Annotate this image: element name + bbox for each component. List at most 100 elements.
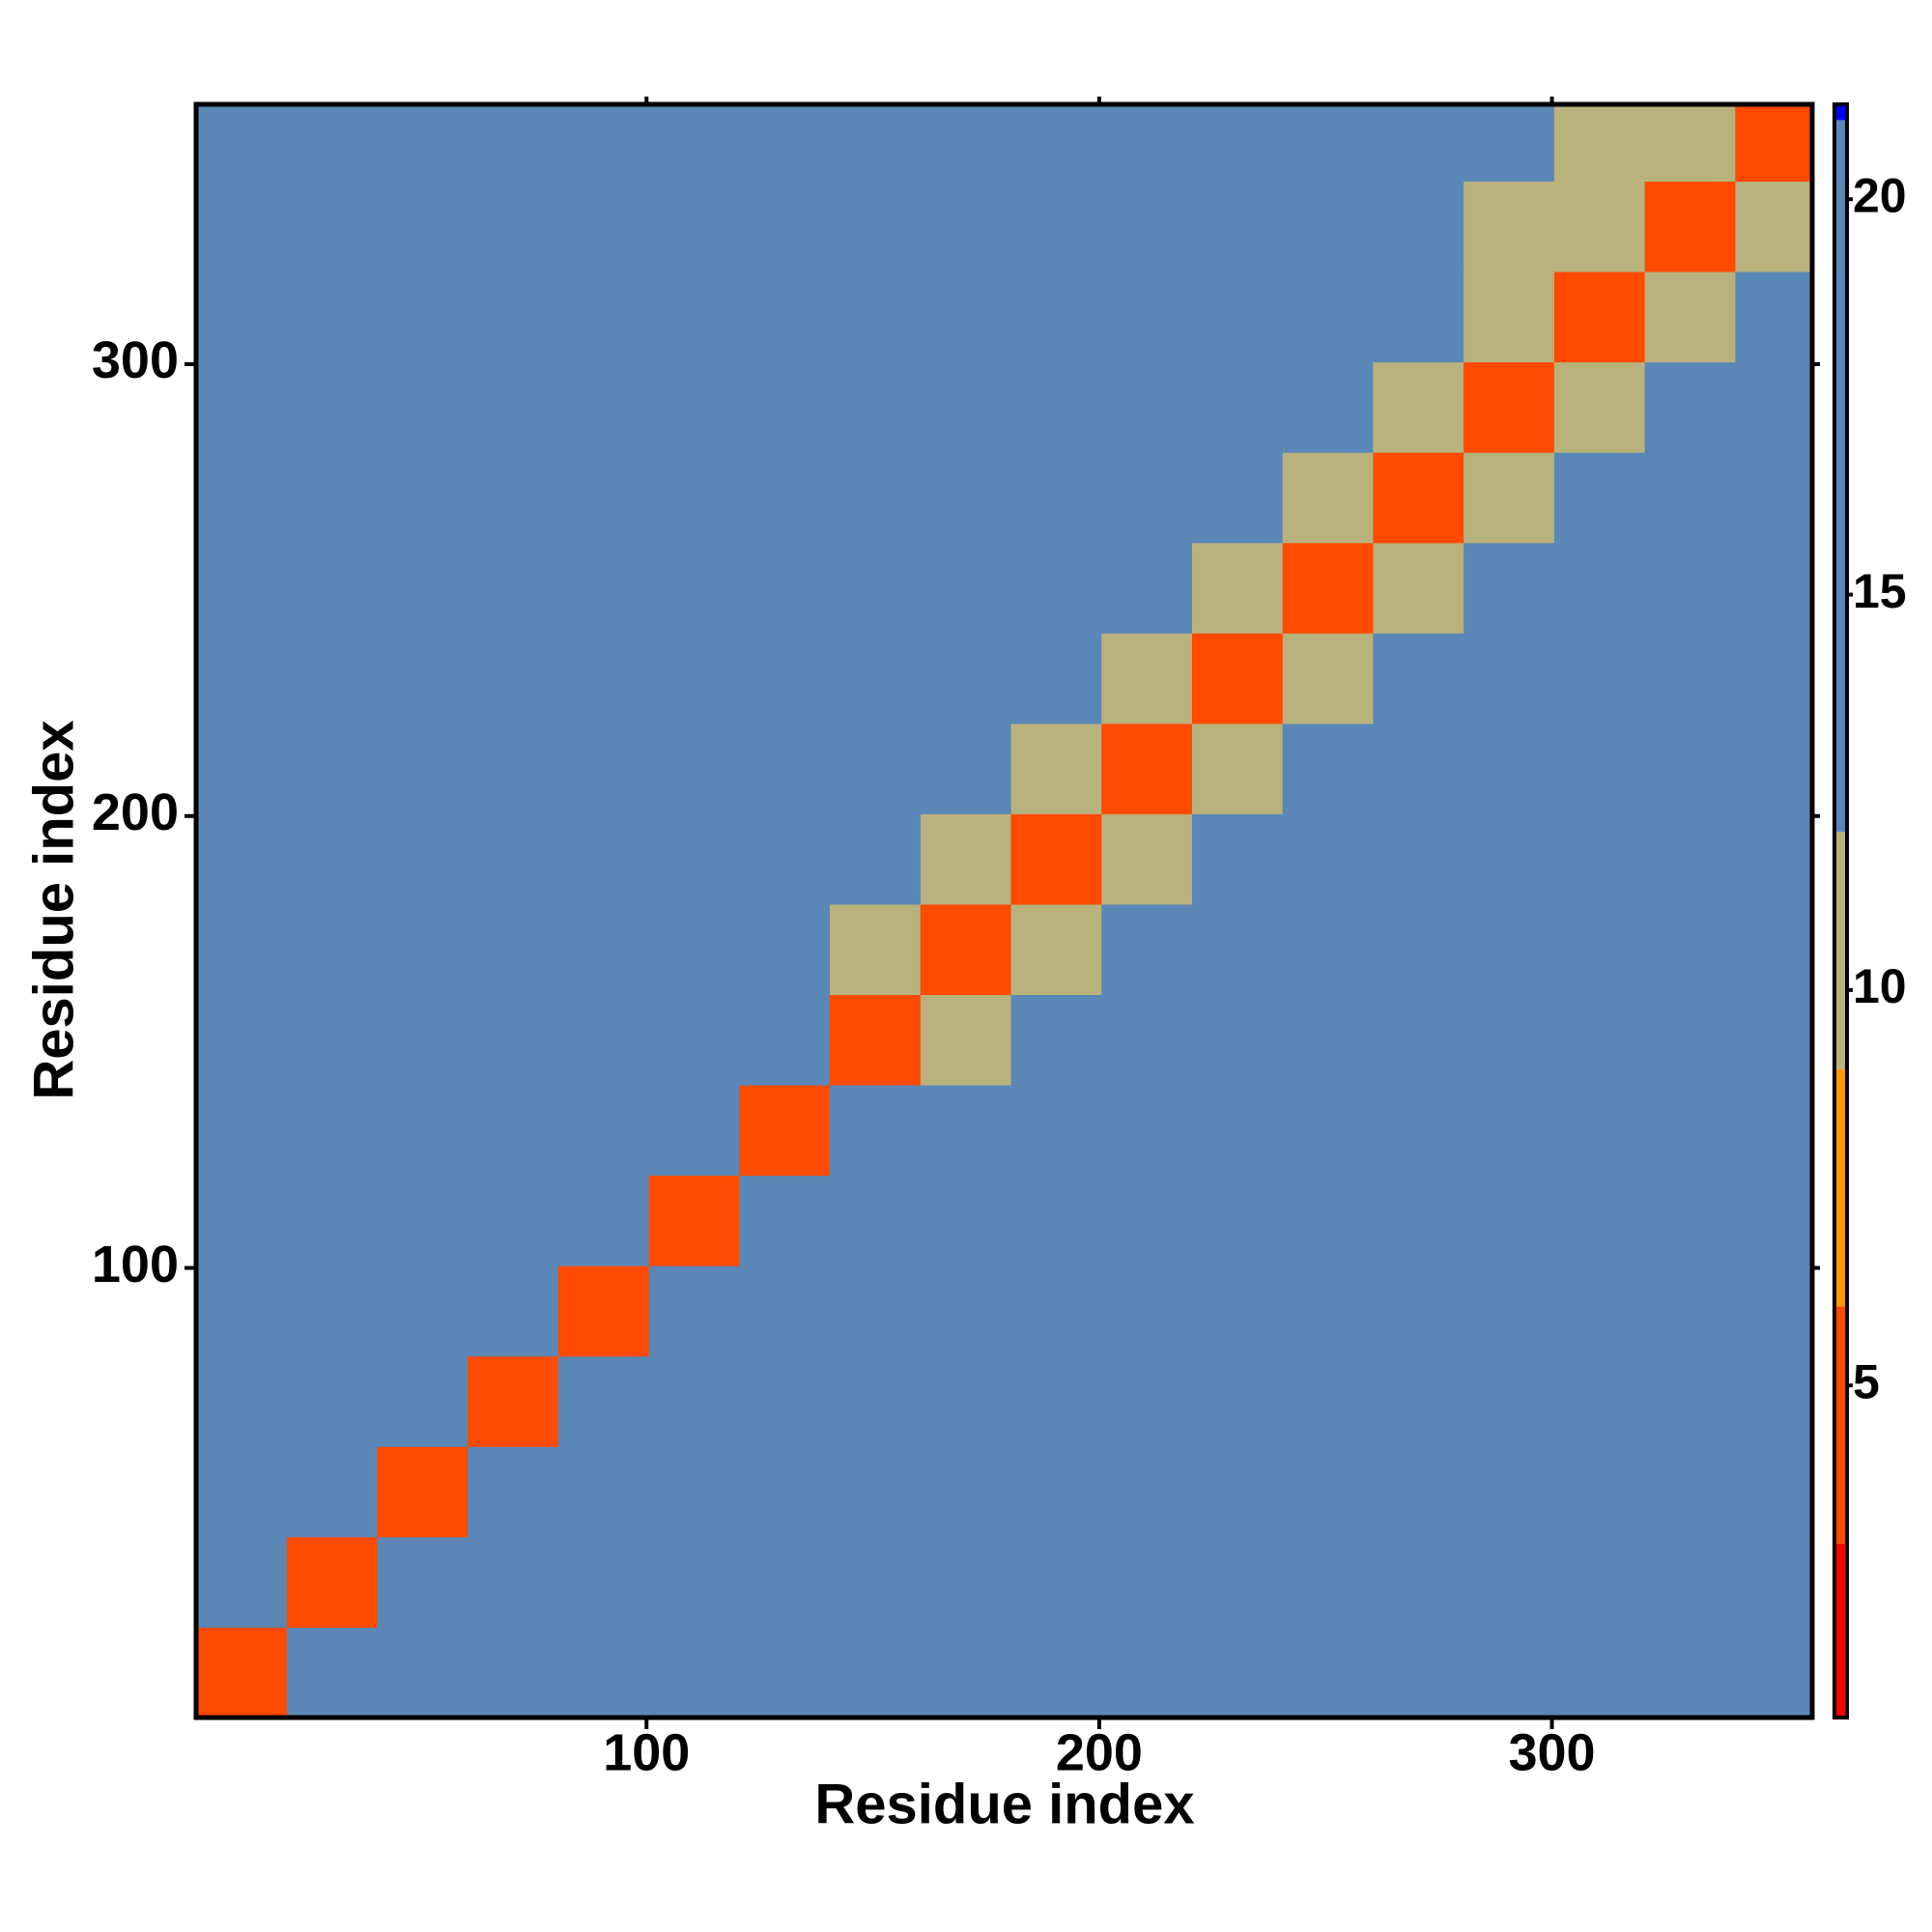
heatmap-cell	[739, 633, 831, 724]
heatmap-cell	[1373, 1085, 1464, 1177]
heatmap-cell	[1282, 1085, 1374, 1177]
heatmap-cell	[920, 181, 1012, 272]
heatmap-cell	[830, 1627, 922, 1719]
heatmap-cell	[1101, 1355, 1193, 1447]
heatmap-cell	[1191, 903, 1284, 996]
heatmap-cell	[1553, 1627, 1646, 1719]
heatmap-cell	[557, 723, 650, 814]
heatmap-cell	[1010, 1355, 1102, 1447]
heatmap-cell	[468, 1536, 559, 1628]
heatmap-cell	[1282, 1355, 1374, 1447]
heatmap-cell	[1463, 994, 1555, 1086]
heatmap-cell	[1735, 903, 1813, 996]
heatmap-cell	[739, 271, 831, 363]
heatmap-cell	[196, 723, 288, 814]
heatmap-cell	[1373, 633, 1464, 724]
heatmap-cell	[286, 903, 378, 996]
heatmap-cell	[1373, 181, 1464, 272]
heatmap-cell	[1282, 181, 1374, 272]
heatmap-cell	[1463, 1536, 1555, 1628]
heatmap-cell	[1373, 1355, 1464, 1447]
heatmap-cell	[1644, 1446, 1736, 1538]
heatmap-cell	[648, 723, 740, 814]
heatmap-cell	[1282, 1536, 1374, 1628]
heatmap-cell	[1282, 813, 1374, 905]
heatmap-cell	[1553, 361, 1646, 453]
heatmap-cell	[1644, 1085, 1736, 1177]
heatmap-cell	[286, 361, 378, 453]
heatmap-cell	[196, 1085, 288, 1177]
heatmap-cell	[1644, 1175, 1736, 1266]
heatmap-cell	[830, 1355, 922, 1447]
heatmap-cell	[830, 813, 922, 905]
heatmap-cell	[1010, 452, 1102, 544]
heatmap-cell	[468, 271, 559, 363]
heatmap-cell	[1735, 1627, 1813, 1719]
heatmap-cell	[648, 542, 740, 634]
heatmap-cell	[830, 903, 922, 996]
heatmap-cell	[1463, 1627, 1555, 1719]
heatmap-cell	[377, 1536, 469, 1628]
heatmap-cell	[1101, 994, 1193, 1086]
heatmap-cell	[1191, 994, 1284, 1086]
heatmap-cell	[1553, 994, 1646, 1086]
heatmap-cell	[1553, 271, 1646, 363]
heatmap-cell	[196, 1627, 288, 1719]
heatmap-cell	[830, 361, 922, 453]
heatmap-cell	[739, 104, 831, 183]
heatmap-cell	[1735, 181, 1813, 272]
colorbar-tick-label: 20	[1853, 168, 1907, 222]
heatmap-cell	[1463, 104, 1555, 183]
heatmap-cell	[1553, 181, 1646, 272]
heatmap-cell	[1191, 1627, 1284, 1719]
heatmap-cell	[1735, 633, 1813, 724]
heatmap-cell	[1010, 813, 1102, 905]
heatmap-cell	[377, 542, 469, 634]
heatmap-cell	[1373, 813, 1464, 905]
heatmap-cell	[196, 542, 288, 634]
heatmap-cell	[377, 723, 469, 814]
colorbar-frame	[1833, 102, 1849, 1719]
heatmap-cell	[557, 1175, 650, 1266]
heatmap-cell	[557, 181, 650, 272]
heatmap-cell	[377, 903, 469, 996]
heatmap-cell	[1191, 104, 1284, 183]
heatmap-cell	[1010, 994, 1102, 1086]
heatmap-cell	[1010, 1446, 1102, 1538]
heatmap-cell	[830, 1446, 922, 1538]
heatmap-cell	[1010, 903, 1102, 996]
heatmap-cell	[920, 1536, 1012, 1628]
heatmap-cell	[830, 452, 922, 544]
heatmap-cell	[1644, 104, 1736, 183]
heatmap-cell	[1463, 361, 1555, 453]
heatmap-cell	[468, 813, 559, 905]
heatmap-cell	[1735, 723, 1813, 814]
heatmap-cell	[1191, 1355, 1284, 1447]
heatmap-cell	[1191, 1536, 1284, 1628]
heatmap-cell	[377, 104, 469, 183]
x-tick-label: 200	[1056, 1723, 1143, 1781]
heatmap-cell	[1101, 271, 1193, 363]
y-tick-label: 200	[92, 783, 179, 841]
heatmap-cell	[739, 181, 831, 272]
heatmap-cell	[1463, 1085, 1555, 1177]
heatmap-cell	[1010, 1627, 1102, 1719]
heatmap-cell	[1735, 542, 1813, 634]
heatmap-cell	[1553, 813, 1646, 905]
heatmap-cell	[196, 1175, 288, 1266]
heatmap-cell	[648, 1265, 740, 1357]
heatmap-cell	[920, 1446, 1012, 1538]
heatmap-cell	[920, 994, 1012, 1086]
heatmap-cell	[1101, 1446, 1193, 1538]
heatmap-cell	[920, 1265, 1012, 1357]
colorbar-segment	[1834, 832, 1847, 1069]
heatmap-cell	[648, 633, 740, 724]
heatmap-cell	[286, 723, 378, 814]
heatmap-cell	[830, 1175, 922, 1266]
heatmap-cell	[1010, 1265, 1102, 1357]
y-axis-title: Residue index	[22, 720, 85, 1099]
heatmap-cell	[1191, 813, 1284, 905]
heatmap-cell	[377, 1355, 469, 1447]
heatmap-cell	[196, 1536, 288, 1628]
heatmap-cell	[1101, 361, 1193, 453]
